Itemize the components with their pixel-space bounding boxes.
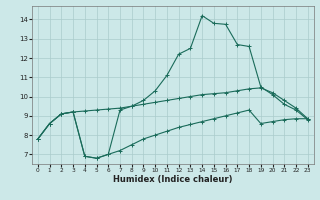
- X-axis label: Humidex (Indice chaleur): Humidex (Indice chaleur): [113, 175, 233, 184]
